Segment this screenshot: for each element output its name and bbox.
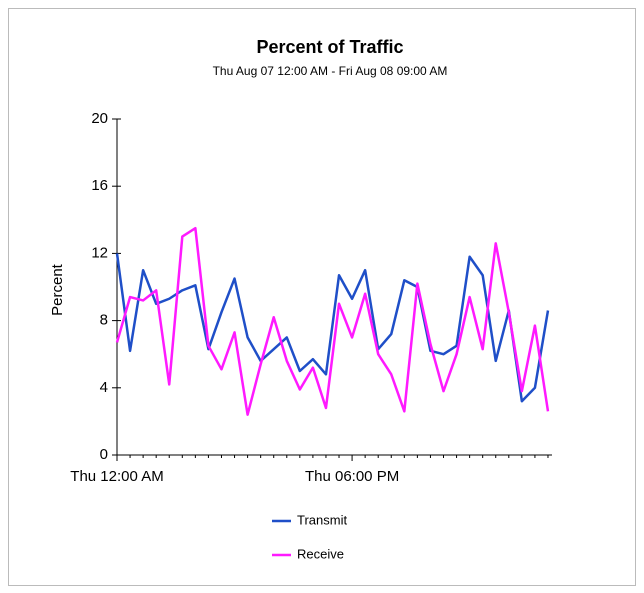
y-tick-label: 0 (100, 446, 108, 463)
y-tick-label: 20 (91, 110, 108, 127)
y-axis-label: Percent (49, 263, 66, 316)
series-line (115, 253, 550, 403)
series-line (115, 226, 550, 416)
y-tick-label: 4 (100, 379, 108, 396)
y-tick-label: 16 (91, 177, 108, 194)
x-tick-label: Thu 12:00 AM (70, 468, 163, 485)
chart-subtitle: Thu Aug 07 12:00 AM - Fri Aug 08 09:00 A… (213, 64, 448, 78)
legend-label: Transmit (297, 512, 347, 527)
frame (8, 8, 636, 586)
x-tick-label: Thu 06:00 PM (305, 468, 399, 485)
legend-label: Receive (297, 546, 344, 561)
y-tick-label: 8 (100, 312, 108, 329)
y-tick-label: 12 (91, 244, 108, 261)
chart-title: Percent of Traffic (256, 37, 403, 57)
